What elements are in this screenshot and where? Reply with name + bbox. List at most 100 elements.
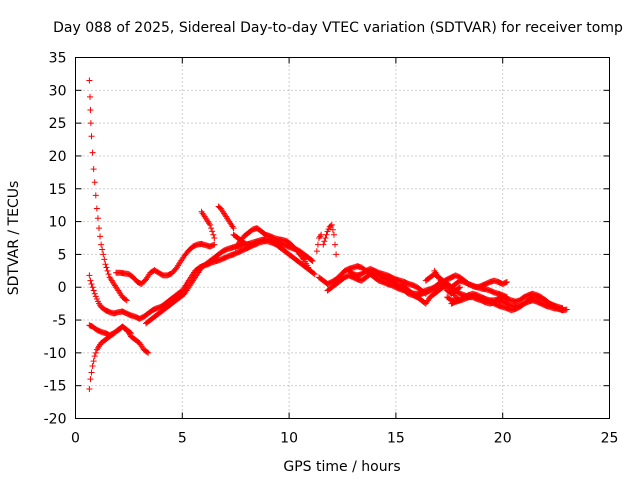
y-tick-label: 10: [49, 215, 67, 231]
x-tick-label: 20: [494, 431, 512, 447]
data-point: [91, 353, 98, 360]
data-point: [90, 358, 97, 365]
data-point: [86, 272, 93, 279]
series-track-7: [157, 238, 318, 310]
data-point: [144, 349, 151, 356]
data-point: [91, 290, 98, 297]
y-tick-label: -5: [53, 313, 67, 329]
data-point: [93, 205, 100, 212]
y-tick-label: 30: [49, 83, 67, 99]
data-point: [211, 241, 218, 248]
data-point: [87, 120, 94, 127]
series-track-3: [86, 323, 152, 392]
data-point: [99, 246, 106, 253]
series-track-8: [198, 208, 218, 241]
data-point: [104, 267, 111, 274]
data-point: [87, 93, 94, 100]
data-point: [89, 284, 96, 291]
data-point: [89, 362, 96, 369]
data-point: [309, 257, 316, 264]
x-tick-label: 10: [280, 431, 298, 447]
x-axis-title: GPS time / hours: [283, 459, 400, 475]
data-point: [313, 248, 320, 255]
data-point: [327, 222, 334, 229]
data-point: [333, 251, 340, 258]
x-tick-label: 0: [71, 431, 80, 447]
series-track-11: [230, 231, 250, 248]
y-tick-label: -10: [44, 346, 67, 362]
data-point: [87, 107, 94, 114]
data-point: [87, 277, 94, 284]
y-tick-label: 5: [58, 247, 67, 263]
data-point: [210, 231, 217, 238]
data-point: [455, 285, 462, 292]
data-point: [122, 296, 129, 303]
data-point: [209, 228, 216, 235]
data-point: [86, 385, 93, 392]
data-point: [128, 330, 135, 337]
data-point: [318, 231, 325, 238]
y-tick-label: 20: [49, 149, 67, 165]
series-track-1: [86, 77, 130, 304]
data-point: [299, 255, 306, 262]
series-track-9: [215, 203, 237, 232]
data-point: [310, 270, 317, 277]
data-point: [456, 284, 463, 291]
y-tick-label: -15: [44, 379, 67, 395]
data-point: [123, 297, 130, 304]
series-track-13: [320, 221, 340, 258]
data-point: [321, 238, 328, 245]
series-track-12: [313, 231, 325, 255]
data-point: [92, 293, 99, 300]
y-axis: -20 -15 -10 -5 0 5 10 15 20 25 30 35: [44, 51, 610, 428]
data-point: [91, 179, 98, 186]
data-point: [126, 329, 133, 336]
data-point: [330, 231, 337, 238]
data-point: [92, 349, 99, 356]
series-track-4: [86, 322, 135, 339]
y-tick-label: 35: [49, 51, 67, 67]
data-point: [87, 376, 94, 383]
data-point: [95, 225, 102, 232]
data-point: [208, 225, 215, 232]
y-tick-label: 0: [58, 280, 67, 296]
series-track-6: [142, 236, 316, 327]
data-point: [92, 192, 99, 199]
x-tick-label: 5: [178, 431, 187, 447]
x-axis: 0 5 10 15 20 25: [71, 57, 618, 447]
data-point: [86, 77, 93, 84]
series-track-15: [324, 271, 463, 307]
series-track-5: [113, 240, 218, 287]
data-point: [100, 251, 107, 258]
y-tick-label: 25: [49, 116, 67, 132]
data-point: [243, 241, 250, 248]
series-track-21: [431, 267, 463, 297]
data-point: [101, 256, 108, 263]
data-point: [311, 271, 318, 278]
data-point: [88, 280, 95, 287]
x-tick-label: 15: [387, 431, 405, 447]
data-point: [314, 241, 321, 248]
data-point: [242, 240, 249, 247]
data-point: [105, 271, 112, 278]
data-point: [103, 264, 110, 271]
data-point: [98, 241, 105, 248]
chart-title: Day 088 of 2025, Sidereal Day-to-day VTE…: [53, 20, 623, 36]
data-point: [305, 264, 312, 271]
data-point: [94, 215, 101, 222]
data-point: [329, 226, 336, 233]
data-point: [503, 278, 510, 285]
data-point: [145, 349, 152, 356]
data-point: [328, 221, 335, 228]
series-track-18: [422, 271, 510, 291]
data-point: [88, 133, 95, 140]
y-tick-label: 15: [49, 182, 67, 198]
data-point: [89, 149, 96, 156]
plot-frame: [75, 57, 610, 419]
data-point: [97, 233, 104, 240]
data-points: [86, 77, 570, 392]
data-point: [322, 235, 329, 241]
data-point: [102, 261, 109, 268]
data-point: [332, 241, 339, 248]
